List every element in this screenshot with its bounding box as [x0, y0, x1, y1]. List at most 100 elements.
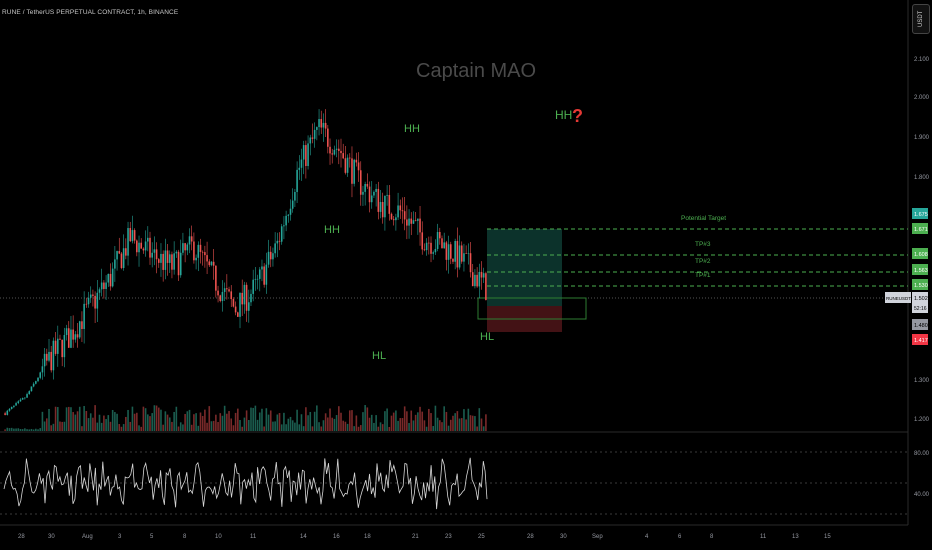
- candle-body: [465, 253, 467, 254]
- candle-body: [103, 282, 105, 289]
- candle-body: [302, 145, 305, 160]
- candle-body: [285, 215, 287, 226]
- time-label: 13: [792, 534, 799, 540]
- candle-body: [76, 334, 79, 338]
- candle-body: [155, 249, 158, 260]
- volume-bar: [50, 425, 52, 431]
- volume-bar: [338, 406, 340, 431]
- candle-body: [428, 242, 430, 244]
- volume-bar: [254, 405, 257, 431]
- volume-bar: [267, 414, 270, 431]
- volume-bar: [294, 422, 296, 431]
- volume-bar: [263, 426, 265, 431]
- candle-body: [13, 405, 15, 407]
- volume-bar: [4, 429, 6, 431]
- volume-bar: [285, 424, 287, 431]
- candle-body: [283, 225, 285, 227]
- candle-body: [335, 148, 338, 150]
- volume-bar: [373, 422, 375, 431]
- volume-bar: [48, 408, 50, 431]
- candle-body: [469, 253, 472, 273]
- candle-body: [120, 253, 123, 268]
- volume-bar: [449, 419, 452, 431]
- tp1-label: TP#1: [695, 272, 711, 279]
- candle-body: [72, 329, 74, 340]
- candle-body: [195, 257, 197, 261]
- volume-bar: [439, 420, 441, 431]
- time-label: 25: [478, 534, 485, 540]
- candle-body: [179, 252, 182, 276]
- volume-bar: [445, 411, 448, 431]
- volume-bar: [258, 412, 261, 431]
- candle-body: [138, 242, 140, 253]
- candle-body: [204, 252, 206, 256]
- candle-body: [122, 248, 125, 268]
- candle-body: [210, 261, 213, 266]
- candle-body: [313, 129, 316, 139]
- volume-bar: [212, 420, 215, 431]
- time-label: 28: [527, 534, 534, 540]
- volume-bar: [348, 410, 351, 431]
- volume-bar: [375, 415, 377, 431]
- candle-body: [377, 188, 380, 212]
- volume-bar: [157, 407, 160, 431]
- volume-bar: [210, 421, 213, 431]
- badge-bg: [912, 279, 928, 290]
- candle-body: [392, 219, 395, 221]
- volume-bar: [122, 424, 125, 431]
- candle-body: [147, 237, 149, 242]
- time-label: 30: [48, 534, 55, 540]
- volume-bar: [318, 422, 320, 431]
- volume-bar: [443, 406, 445, 431]
- candle-body: [460, 245, 463, 262]
- volume-bar: [298, 424, 301, 431]
- volume-bar: [243, 417, 246, 431]
- tp3-label: TP#3: [695, 241, 711, 248]
- volume-bar: [366, 407, 369, 431]
- candle-body: [291, 200, 294, 209]
- candle-body: [289, 208, 292, 215]
- candle-body: [182, 243, 184, 253]
- candle-body: [478, 271, 481, 287]
- volume-bar: [171, 421, 173, 431]
- candle-body: [94, 295, 96, 309]
- question-mark-icon: ?: [572, 106, 583, 126]
- volume-bar: [166, 414, 169, 431]
- volume-bar: [138, 425, 140, 431]
- candle-body: [175, 251, 178, 254]
- candle-body: [316, 127, 318, 130]
- candle-body: [320, 119, 323, 128]
- candle-body: [226, 288, 228, 290]
- rsi-tick: 40.00: [914, 492, 930, 498]
- volume-bar: [353, 426, 355, 431]
- symbol-title[interactable]: RUNE / TetherUS PERPETUAL CONTRACT, 1h, …: [2, 9, 179, 16]
- target-zone: [487, 229, 562, 306]
- volume-bar: [458, 418, 461, 431]
- candle-body: [403, 211, 406, 220]
- volume-bar: [83, 406, 85, 431]
- time-label: 16: [333, 534, 340, 540]
- hl-label-1: HL: [372, 350, 386, 362]
- candle-body: [70, 329, 72, 348]
- time-label: 8: [183, 534, 187, 540]
- candle-body: [65, 328, 68, 336]
- volume-bar: [190, 424, 193, 431]
- volume-bar: [412, 420, 415, 431]
- candle-body: [219, 295, 222, 301]
- volume-bar: [78, 406, 81, 431]
- badge-tp3: 1.608: [914, 252, 928, 258]
- volume-bar: [8, 428, 11, 431]
- currency-button[interactable]: USDT: [912, 4, 930, 34]
- candle-body: [206, 255, 208, 262]
- volume-bar: [223, 405, 226, 431]
- time-label: 11: [250, 534, 257, 540]
- candle-body: [419, 218, 421, 233]
- candle-body: [471, 272, 474, 287]
- candle-body: [331, 153, 334, 155]
- volume-bar: [261, 408, 263, 431]
- candle-body: [276, 240, 279, 244]
- candle-body: [230, 291, 233, 300]
- candle-body: [21, 398, 24, 400]
- volume-bar: [206, 422, 208, 431]
